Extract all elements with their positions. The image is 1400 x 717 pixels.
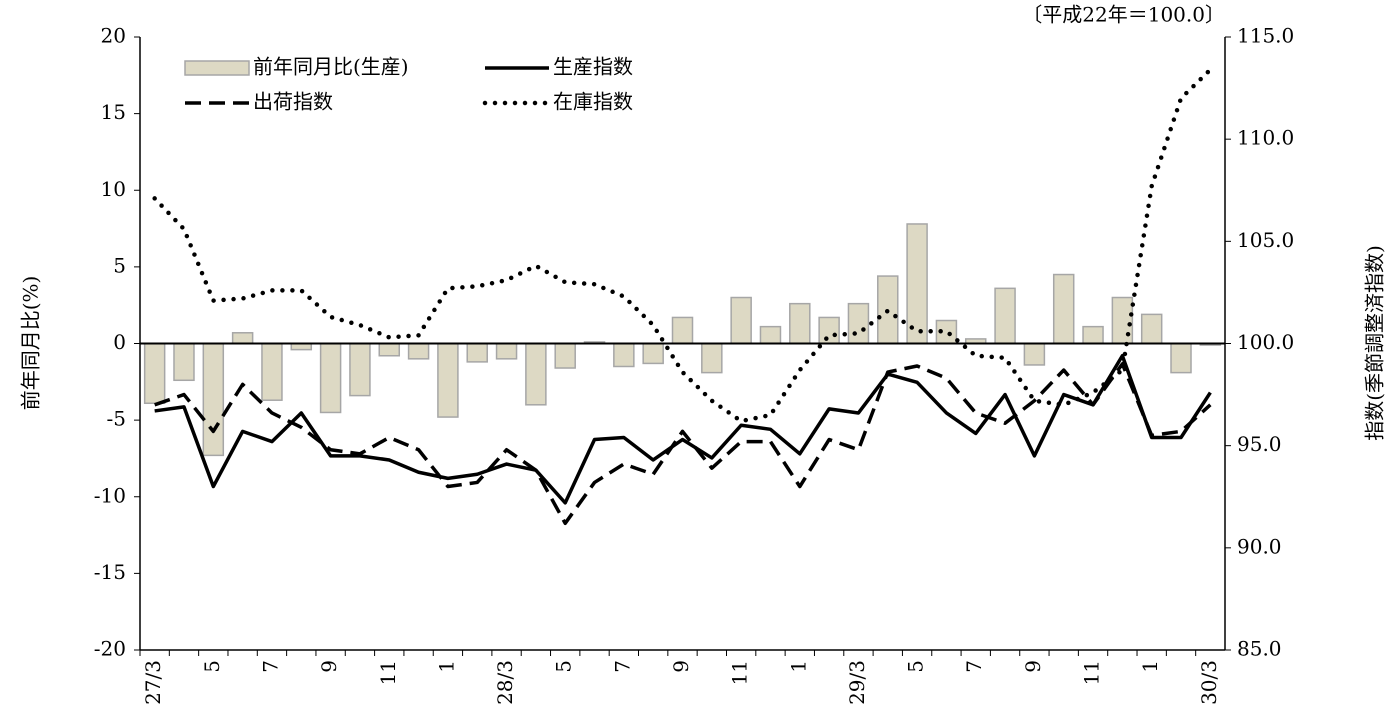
x-tick-label: 1 — [434, 660, 458, 673]
bar — [1111, 296, 1134, 345]
legend-label: 前年同月比(生産) — [253, 55, 409, 79]
bar — [437, 342, 459, 418]
bar — [173, 342, 195, 382]
bar — [319, 342, 342, 414]
bar — [202, 342, 225, 457]
x-tick-label: 1 — [1138, 660, 1162, 673]
bar — [349, 342, 371, 397]
bar — [143, 342, 166, 405]
bar — [789, 302, 811, 345]
bar — [554, 342, 576, 369]
bar — [994, 287, 1016, 345]
y-tick-label: 0 — [113, 330, 126, 354]
annotation: 〔平成22年＝100.0〕 — [1022, 3, 1225, 27]
bar — [261, 342, 283, 401]
x-tick-label: 27/3 — [141, 660, 165, 705]
bar — [1170, 342, 1192, 374]
y-tick-label: 15 — [101, 100, 126, 124]
bar — [1023, 342, 1046, 366]
y-tick-label: -20 — [94, 637, 126, 661]
x-tick-label: 28/3 — [493, 660, 517, 705]
y2-tick-label: 100.0 — [1237, 330, 1294, 354]
y-tick-label: -5 — [107, 407, 126, 431]
bar — [378, 342, 401, 357]
bar — [407, 342, 430, 360]
x-tick-label: 1 — [786, 660, 810, 673]
bar — [466, 342, 488, 363]
legend-label: 出荷指数 — [253, 90, 333, 114]
y2-tick-label: 115.0 — [1237, 24, 1294, 48]
y2-tick-label: 85.0 — [1237, 637, 1282, 661]
x-tick-label: 30/3 — [1197, 660, 1221, 705]
bar — [906, 223, 928, 345]
bar — [730, 296, 752, 345]
x-tick-label: 7 — [962, 660, 986, 673]
bar — [671, 316, 694, 345]
x-tick-label: 29/3 — [845, 660, 869, 705]
x-tick-label: 9 — [669, 660, 693, 673]
bar — [1140, 313, 1163, 345]
x-tick-label: 5 — [200, 660, 224, 673]
x-tick-label: 11 — [376, 660, 400, 685]
x-tick-label: 11 — [1080, 660, 1104, 685]
bar — [613, 342, 635, 368]
y2-axis-label: 指数(季節調整済指数) — [1363, 245, 1387, 441]
bar — [759, 325, 782, 345]
y2-tick-label: 110.0 — [1237, 126, 1294, 150]
bar — [642, 342, 664, 365]
y-tick-label: -15 — [94, 560, 126, 584]
y2-tick-label: 90.0 — [1237, 534, 1282, 558]
y-axis-label: 前年同月比(%) — [19, 276, 43, 411]
y-tick-label: 10 — [101, 177, 126, 201]
x-tick-label: 7 — [258, 660, 282, 673]
x-tick-label: 9 — [1021, 660, 1045, 673]
bar — [701, 342, 723, 374]
x-tick-label: 5 — [904, 660, 928, 673]
line-dotted — [152, 67, 1213, 424]
bar — [495, 342, 518, 360]
x-tick-label: 7 — [610, 660, 634, 673]
legend-swatch — [184, 60, 250, 76]
bar — [818, 316, 840, 345]
line-solid — [154, 354, 1212, 505]
y2-tick-label: 105.0 — [1237, 228, 1294, 252]
y-tick-label: 5 — [113, 253, 126, 277]
x-tick-label: 5 — [552, 660, 576, 673]
y-tick-label: -10 — [94, 483, 126, 507]
bar — [1082, 325, 1104, 345]
x-tick-label: 11 — [728, 660, 752, 685]
legend-label: 生産指数 — [553, 55, 633, 79]
bar — [525, 342, 547, 406]
bar — [847, 302, 870, 345]
bar — [231, 332, 254, 345]
bar — [1052, 273, 1075, 345]
y-tick-label: 20 — [101, 24, 126, 48]
y2-tick-label: 95.0 — [1237, 432, 1282, 456]
legend-label: 在庫指数 — [553, 90, 633, 114]
x-tick-label: 9 — [317, 660, 341, 673]
line-dashed — [154, 362, 1212, 526]
